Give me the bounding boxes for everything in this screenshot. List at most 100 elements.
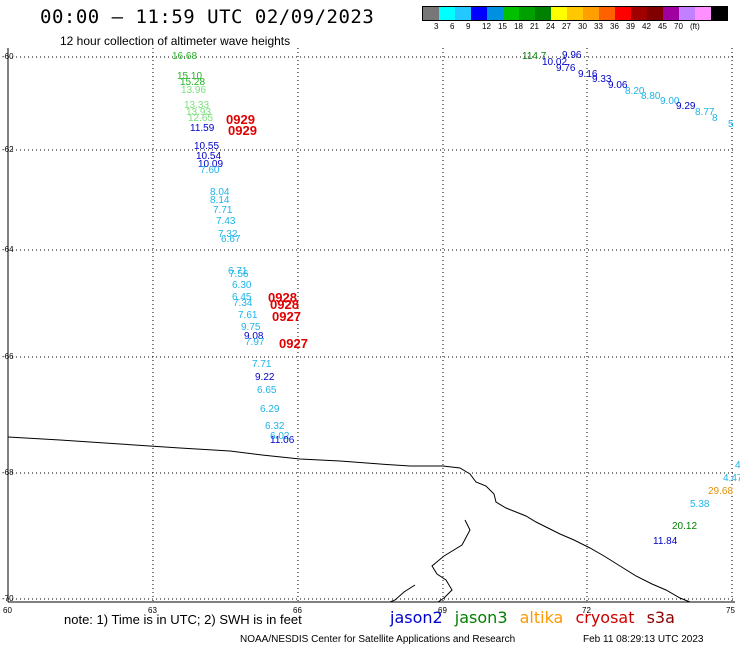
- satellite-jason3: jason3: [454, 608, 508, 627]
- legend-swatch: [695, 7, 711, 20]
- legend-label: 42: [642, 22, 651, 31]
- satellite-altika: altika: [519, 608, 564, 627]
- lat-label: -64: [2, 245, 14, 254]
- wave-height-label: 11.06: [270, 435, 295, 446]
- legend-label: 70: [674, 22, 683, 31]
- wave-height-label: 7.97: [245, 337, 265, 348]
- legend-label: 36: [610, 22, 619, 31]
- pass-time-label: 0929: [226, 112, 255, 127]
- footer-timestamp: Feb 11 08:29:13 UTC 2023: [583, 634, 704, 645]
- units-note: note: 1) Time is in UTC; 2) SWH is in fe…: [64, 612, 302, 627]
- legend-swatch: [487, 7, 503, 20]
- map-frame: [7, 48, 735, 603]
- legend-swatch: [567, 7, 583, 20]
- wave-height-label: 7.71: [252, 359, 272, 370]
- wave-height-label: 7.71: [213, 205, 233, 216]
- legend-label: 21: [530, 22, 539, 31]
- map-title: 00:00 – 11:59 UTC 02/09/2023: [40, 6, 375, 28]
- wave-height-label: 6.67: [221, 234, 241, 245]
- wave-height-label: 6.32: [265, 421, 285, 432]
- legend-swatch: [615, 7, 631, 20]
- wave-height-label: 5.38: [690, 499, 710, 510]
- wave-height-label: 13.33: [184, 100, 210, 111]
- wave-height-label: 9.08: [244, 331, 264, 342]
- wave-height-label: 114.7: [522, 51, 547, 62]
- legend-label: 3: [434, 22, 439, 31]
- legend-label: 39: [626, 22, 635, 31]
- lat-label: -70: [2, 594, 14, 603]
- legend-swatch: [679, 7, 695, 20]
- wave-height-label: 13.93: [186, 107, 212, 118]
- legend-swatch: [503, 7, 519, 20]
- legend-swatch: [455, 7, 471, 20]
- map-subtitle: 12 hour collection of altimeter wave hei…: [60, 34, 291, 48]
- legend-swatch: [711, 7, 727, 20]
- wave-height-label: 9.16: [578, 69, 598, 80]
- wave-height-label: 7.43: [216, 216, 236, 227]
- wave-height-label: 12.65: [188, 113, 214, 124]
- legend-label: (ft): [690, 22, 700, 31]
- satellite-legend: jason2 jason3 altika cryosat s3a: [390, 608, 682, 627]
- wave-height-label: 10.09: [198, 159, 224, 170]
- legend-swatch: [647, 7, 663, 20]
- lon-grid: [152, 48, 733, 602]
- lon-label: 72: [582, 606, 591, 615]
- color-scale-legend: [422, 6, 728, 21]
- coastline: [7, 436, 691, 603]
- legend-swatch: [519, 7, 535, 20]
- wave-height-label: 15.28: [180, 77, 206, 88]
- legend-label: 12: [482, 22, 491, 31]
- legend-label: 45: [658, 22, 667, 31]
- legend-swatch: [599, 7, 615, 20]
- legend-label: 27: [562, 22, 571, 31]
- wave-height-label: 9.33: [592, 74, 612, 85]
- wave-height-label: 8.80: [641, 91, 661, 102]
- wave-height-label: 16.68: [172, 51, 198, 62]
- legend-label: 33: [594, 22, 603, 31]
- wave-height-label: 29.68: [708, 486, 734, 497]
- lat-label: -66: [2, 352, 14, 361]
- legend-swatch: [583, 7, 599, 20]
- pass-time-label: 0928: [270, 297, 299, 312]
- pass-time-label: 0927: [272, 309, 301, 324]
- legend-label: 15: [498, 22, 507, 31]
- wave-height-label: 10.54: [196, 151, 222, 162]
- wave-height-label: 10.55: [194, 141, 220, 152]
- wave-height-label: 7.34: [233, 298, 253, 309]
- wave-height-label: 8.04: [210, 187, 230, 198]
- legend-swatch: [631, 7, 647, 20]
- wave-height-label: 6.65: [257, 385, 277, 396]
- wave-height-label: 13.96: [181, 85, 207, 96]
- lat-label: -60: [2, 52, 14, 61]
- legend-swatch: [423, 7, 439, 20]
- wave-height-label: 15.10: [177, 71, 203, 82]
- legend-swatch: [551, 7, 567, 20]
- legend-label: 30: [578, 22, 587, 31]
- wave-height-label: 6.02: [270, 431, 290, 442]
- wave-height-label: 6.71: [228, 266, 248, 277]
- wave-height-label: 7.32: [218, 229, 238, 240]
- wave-height-label: 8.77: [695, 107, 715, 118]
- wave-height-label: 10.02: [542, 57, 568, 68]
- lon-label: 66: [293, 606, 302, 615]
- legend-label: 18: [514, 22, 523, 31]
- legend-swatch: [439, 7, 455, 20]
- pass-time-label: 0928: [268, 290, 297, 305]
- satellite-s3a: s3a: [646, 608, 675, 627]
- legend-label: 24: [546, 22, 555, 31]
- wave-height-label: 9.29: [676, 101, 696, 112]
- wave-height-label: 4.47: [723, 473, 740, 484]
- lat-label: -68: [2, 468, 14, 477]
- lon-label: 75: [726, 606, 735, 615]
- wave-height-label: 8: [712, 113, 718, 124]
- wave-height-label: 8.14: [210, 195, 230, 206]
- wave-height-label: 11.59: [190, 123, 215, 134]
- wave-height-label: 20.12: [672, 521, 698, 532]
- wave-height-label: 7.61: [238, 310, 258, 321]
- wave-height-label: 7.60: [200, 165, 220, 176]
- lat-label: -62: [2, 145, 14, 154]
- pass-time-label: 0927: [279, 336, 308, 351]
- wave-height-label: 9.22: [255, 372, 275, 383]
